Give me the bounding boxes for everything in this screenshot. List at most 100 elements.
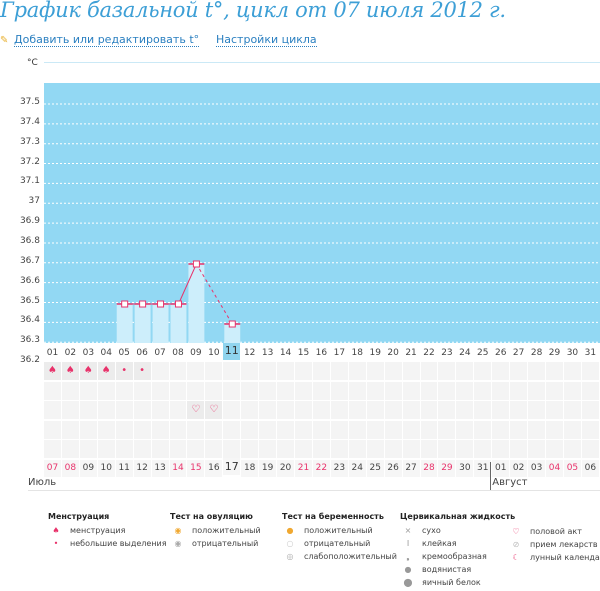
day-cell[interactable] xyxy=(277,420,295,439)
day-cell[interactable] xyxy=(151,362,170,380)
day-cell[interactable] xyxy=(295,401,313,419)
date-label[interactable]: 12 xyxy=(133,460,151,477)
day-cell[interactable] xyxy=(223,420,242,439)
day-cell[interactable] xyxy=(223,440,242,458)
day-cell[interactable] xyxy=(330,401,349,419)
date-label[interactable]: 14 xyxy=(169,460,187,477)
temperature-bar[interactable] xyxy=(224,324,241,343)
day-cell[interactable] xyxy=(546,420,564,439)
cycle-day-label[interactable]: 13 xyxy=(261,348,274,358)
menstruation-icon[interactable]: ♠ xyxy=(97,362,116,380)
day-cell[interactable] xyxy=(546,381,564,400)
day-cell[interactable] xyxy=(581,401,600,419)
date-label[interactable]: 08 xyxy=(61,460,79,477)
heart-icon[interactable]: ♡ xyxy=(187,401,206,419)
date-label[interactable]: 17 xyxy=(223,458,241,475)
day-cell[interactable] xyxy=(79,440,98,458)
date-label[interactable]: 13 xyxy=(151,460,169,477)
day-cell[interactable] xyxy=(348,381,367,400)
day-cell[interactable] xyxy=(474,401,493,419)
day-cell[interactable] xyxy=(330,381,349,400)
date-label[interactable]: 20 xyxy=(277,460,294,477)
day-cell[interactable] xyxy=(44,381,62,400)
day-cell[interactable] xyxy=(223,401,242,419)
day-cell[interactable] xyxy=(295,440,313,458)
day-cell[interactable] xyxy=(330,440,349,458)
day-cell[interactable] xyxy=(115,440,134,458)
cycle-day-label[interactable]: 30 xyxy=(566,348,579,358)
day-cell[interactable] xyxy=(402,440,421,458)
day-cell[interactable] xyxy=(115,420,134,439)
day-cell[interactable] xyxy=(151,420,170,439)
cycle-settings-link[interactable]: Настройки цикла xyxy=(216,33,317,47)
day-cell[interactable] xyxy=(546,401,564,419)
day-cell[interactable] xyxy=(438,440,457,458)
day-cell[interactable] xyxy=(312,420,331,439)
day-cell[interactable] xyxy=(259,440,278,458)
day-cell[interactable] xyxy=(456,362,475,380)
cycle-day-label[interactable]: 07 xyxy=(154,348,166,358)
day-cell[interactable] xyxy=(510,440,529,458)
day-cell[interactable] xyxy=(79,401,98,419)
day-cell[interactable] xyxy=(581,420,600,439)
day-cell[interactable] xyxy=(456,381,475,400)
date-label[interactable]: 02 xyxy=(510,460,528,477)
cycle-day-label[interactable]: 03 xyxy=(82,348,95,358)
day-cell[interactable] xyxy=(169,401,188,419)
day-cell[interactable] xyxy=(223,362,242,380)
cycle-day-label[interactable]: 10 xyxy=(208,348,220,358)
day-cell[interactable] xyxy=(563,420,582,439)
cycle-day-label[interactable]: 18 xyxy=(351,348,363,358)
day-cell[interactable] xyxy=(277,440,295,458)
day-cell[interactable] xyxy=(151,381,170,400)
day-cell[interactable] xyxy=(510,381,529,400)
day-cell[interactable] xyxy=(312,440,331,458)
day-cell[interactable] xyxy=(402,362,421,380)
temperature-bar[interactable] xyxy=(116,304,133,343)
day-cell[interactable] xyxy=(169,362,188,380)
temperature-bar[interactable] xyxy=(188,264,205,343)
temperature-point[interactable] xyxy=(192,260,200,268)
day-cell[interactable] xyxy=(277,362,295,380)
day-cell[interactable] xyxy=(187,440,206,458)
date-label[interactable]: 10 xyxy=(97,460,115,477)
day-cell[interactable] xyxy=(151,440,170,458)
day-cell[interactable] xyxy=(133,401,152,419)
day-cell[interactable] xyxy=(492,440,511,458)
day-cell[interactable] xyxy=(295,362,313,380)
day-cell[interactable] xyxy=(420,440,439,458)
day-cell[interactable] xyxy=(528,381,547,400)
date-label[interactable]: 29 xyxy=(438,460,456,477)
day-cell[interactable] xyxy=(61,381,80,400)
cycle-day-label[interactable]: 02 xyxy=(64,348,77,358)
day-cell[interactable] xyxy=(241,362,260,380)
temperature-point[interactable] xyxy=(157,300,165,308)
cycle-day-label[interactable]: 16 xyxy=(315,348,328,358)
date-label[interactable]: 09 xyxy=(79,460,97,477)
day-cell[interactable] xyxy=(492,362,511,380)
cycle-day-label[interactable]: 05 xyxy=(118,348,130,358)
day-cell[interactable] xyxy=(384,420,403,439)
day-cell[interactable] xyxy=(312,362,331,380)
cycle-day-label[interactable]: 21 xyxy=(405,348,417,358)
day-cell[interactable] xyxy=(44,440,62,458)
day-cell[interactable] xyxy=(259,381,278,400)
day-cell[interactable] xyxy=(420,381,439,400)
day-cell[interactable] xyxy=(348,401,367,419)
day-cell[interactable] xyxy=(61,401,80,419)
day-cell[interactable] xyxy=(223,381,242,400)
day-cell[interactable] xyxy=(474,362,493,380)
heart-icon[interactable]: ♡ xyxy=(205,401,224,419)
day-cell[interactable] xyxy=(133,440,152,458)
day-cell[interactable] xyxy=(61,440,80,458)
day-cell[interactable] xyxy=(492,381,511,400)
date-label[interactable]: 22 xyxy=(312,460,330,477)
temperature-point[interactable] xyxy=(121,300,129,308)
cycle-day-label[interactable]: 06 xyxy=(136,348,148,358)
date-label[interactable]: 19 xyxy=(259,460,277,477)
temperature-point[interactable] xyxy=(228,320,236,328)
cycle-day-label[interactable]: 23 xyxy=(441,348,453,358)
date-label[interactable]: 18 xyxy=(241,460,259,477)
day-cell[interactable] xyxy=(510,401,529,419)
cycle-day-label[interactable]: 19 xyxy=(369,348,381,358)
